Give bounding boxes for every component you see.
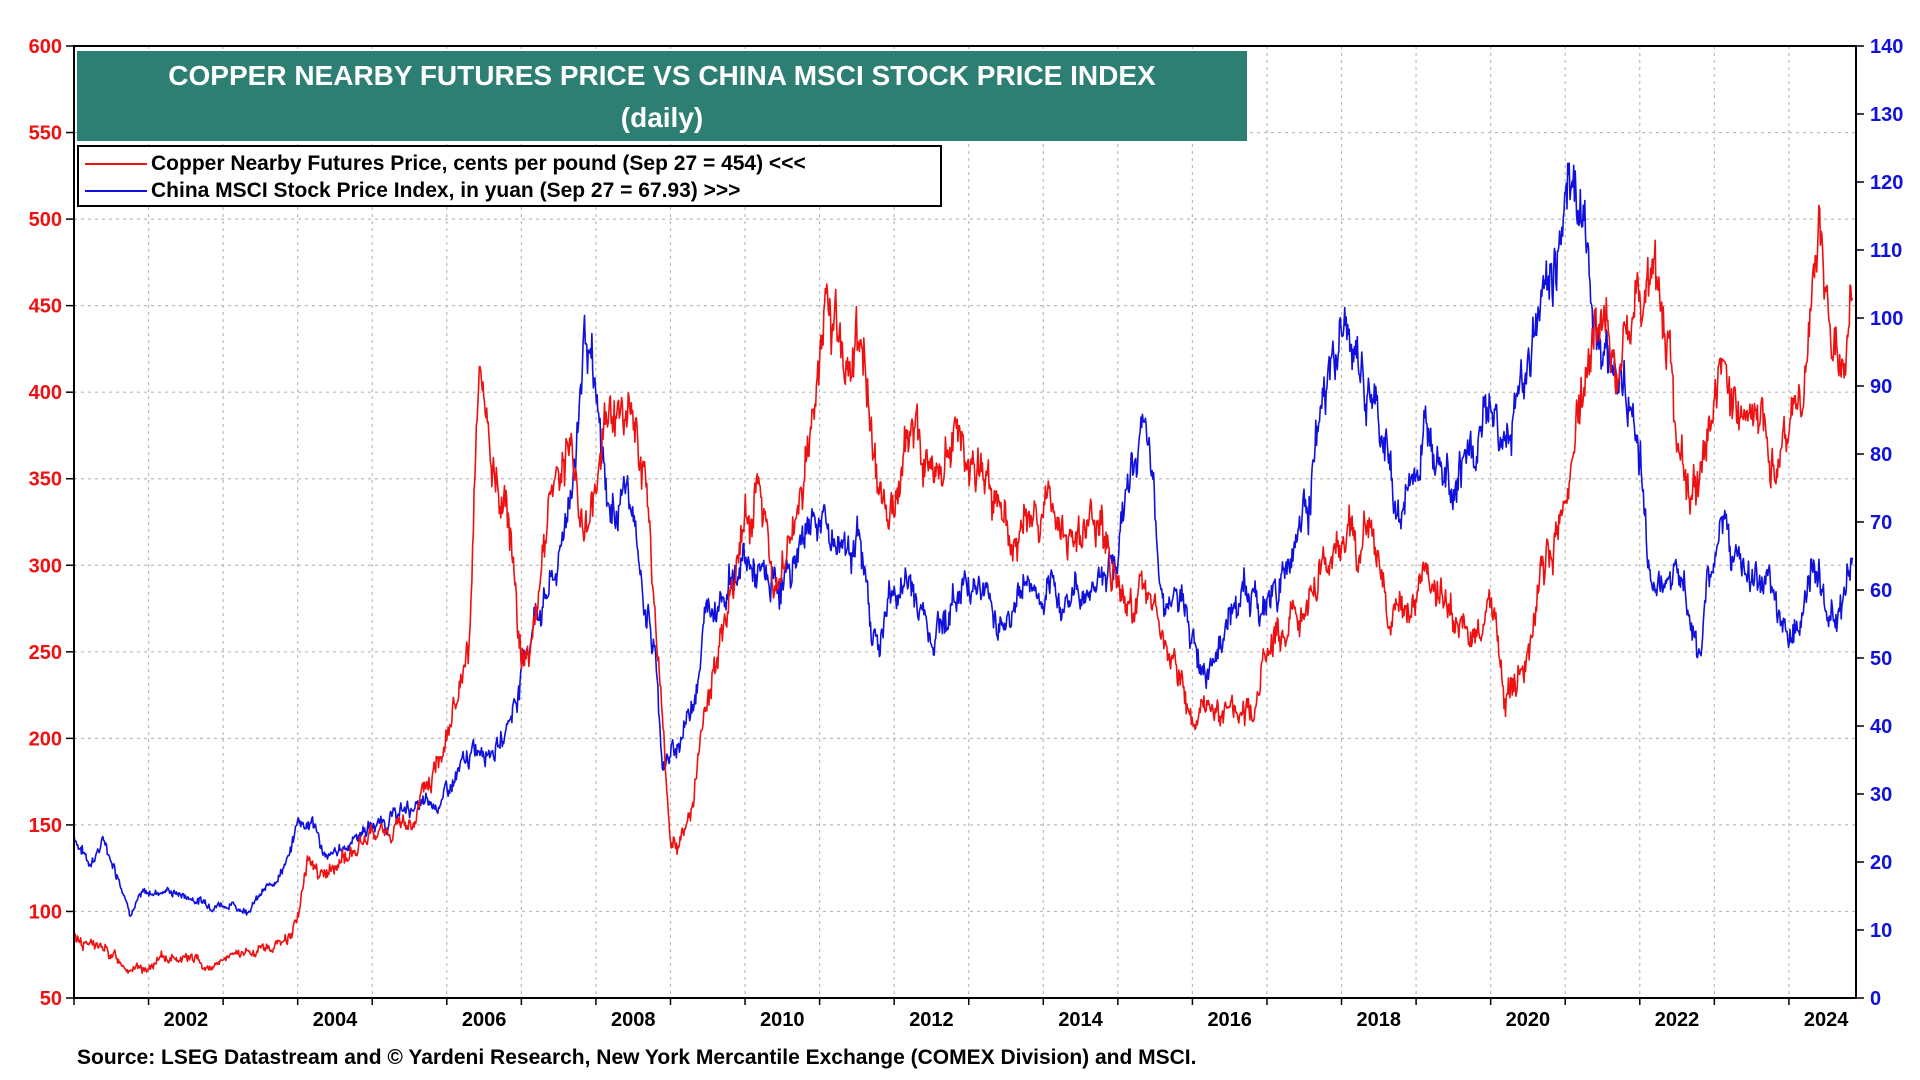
series-layer [73,162,1854,974]
right-tick-label: 100 [1870,308,1903,330]
legend-label-msci: China MSCI Stock Price Index, in yuan (S… [151,179,741,202]
right-tick-label: 130 [1870,104,1903,126]
chart-subtitle: (daily) [620,102,704,133]
legend-swatch-msci [85,190,147,192]
legend-label-copper: Copper Nearby Futures Price, cents per p… [151,152,806,175]
x-tick-label: 2020 [1506,1009,1551,1031]
legend-swatch-copper [85,163,147,165]
left-tick-label: 250 [29,642,62,664]
x-tick-label: 2008 [611,1009,656,1031]
axes: 5010015020025030035040045050055060001020… [29,36,1904,1031]
series-line-copper [73,204,1854,974]
x-tick-label: 2014 [1058,1009,1103,1031]
right-tick-label: 80 [1870,444,1892,466]
right-tick-label: 90 [1870,376,1892,398]
left-tick-label: 600 [29,36,62,58]
left-tick-label: 150 [29,815,62,837]
x-tick-label: 2002 [164,1009,209,1031]
legend: Copper Nearby Futures Price, cents per p… [77,145,942,207]
left-tick-label: 550 [29,123,62,145]
series-line-msci [73,162,1854,917]
x-tick-label: 2016 [1207,1009,1252,1031]
chart-title: COPPER NEARBY FUTURES PRICE VS CHINA MSC… [168,60,1156,91]
left-tick-label: 400 [29,382,62,404]
right-tick-label: 30 [1870,784,1892,806]
left-tick-label: 450 [29,296,62,318]
right-tick-label: 60 [1870,580,1892,602]
left-tick-label: 350 [29,469,62,491]
right-tick-label: 50 [1870,648,1892,670]
right-tick-label: 140 [1870,36,1903,58]
right-tick-label: 20 [1870,852,1892,874]
x-tick-label: 2024 [1804,1009,1849,1031]
x-tick-label: 2004 [313,1009,358,1031]
source-note: Source: LSEG Datastream and © Yardeni Re… [77,1046,1197,1069]
right-tick-label: 40 [1870,716,1892,738]
left-tick-label: 50 [40,988,62,1010]
grid [74,46,1856,998]
left-tick-label: 500 [29,209,62,231]
right-tick-label: 0 [1870,988,1881,1010]
x-tick-label: 2012 [909,1009,954,1031]
right-tick-label: 70 [1870,512,1892,534]
x-tick-label: 2010 [760,1009,805,1031]
left-tick-label: 200 [29,728,62,750]
left-tick-label: 100 [29,901,62,923]
x-tick-label: 2018 [1357,1009,1402,1031]
right-tick-label: 120 [1870,172,1903,194]
left-tick-label: 300 [29,555,62,577]
right-tick-label: 110 [1870,240,1902,262]
chart-title-box: COPPER NEARBY FUTURES PRICE VS CHINA MSC… [77,51,1247,141]
x-tick-label: 2022 [1655,1009,1700,1031]
right-tick-label: 10 [1870,920,1892,942]
x-tick-label: 2006 [462,1009,507,1031]
